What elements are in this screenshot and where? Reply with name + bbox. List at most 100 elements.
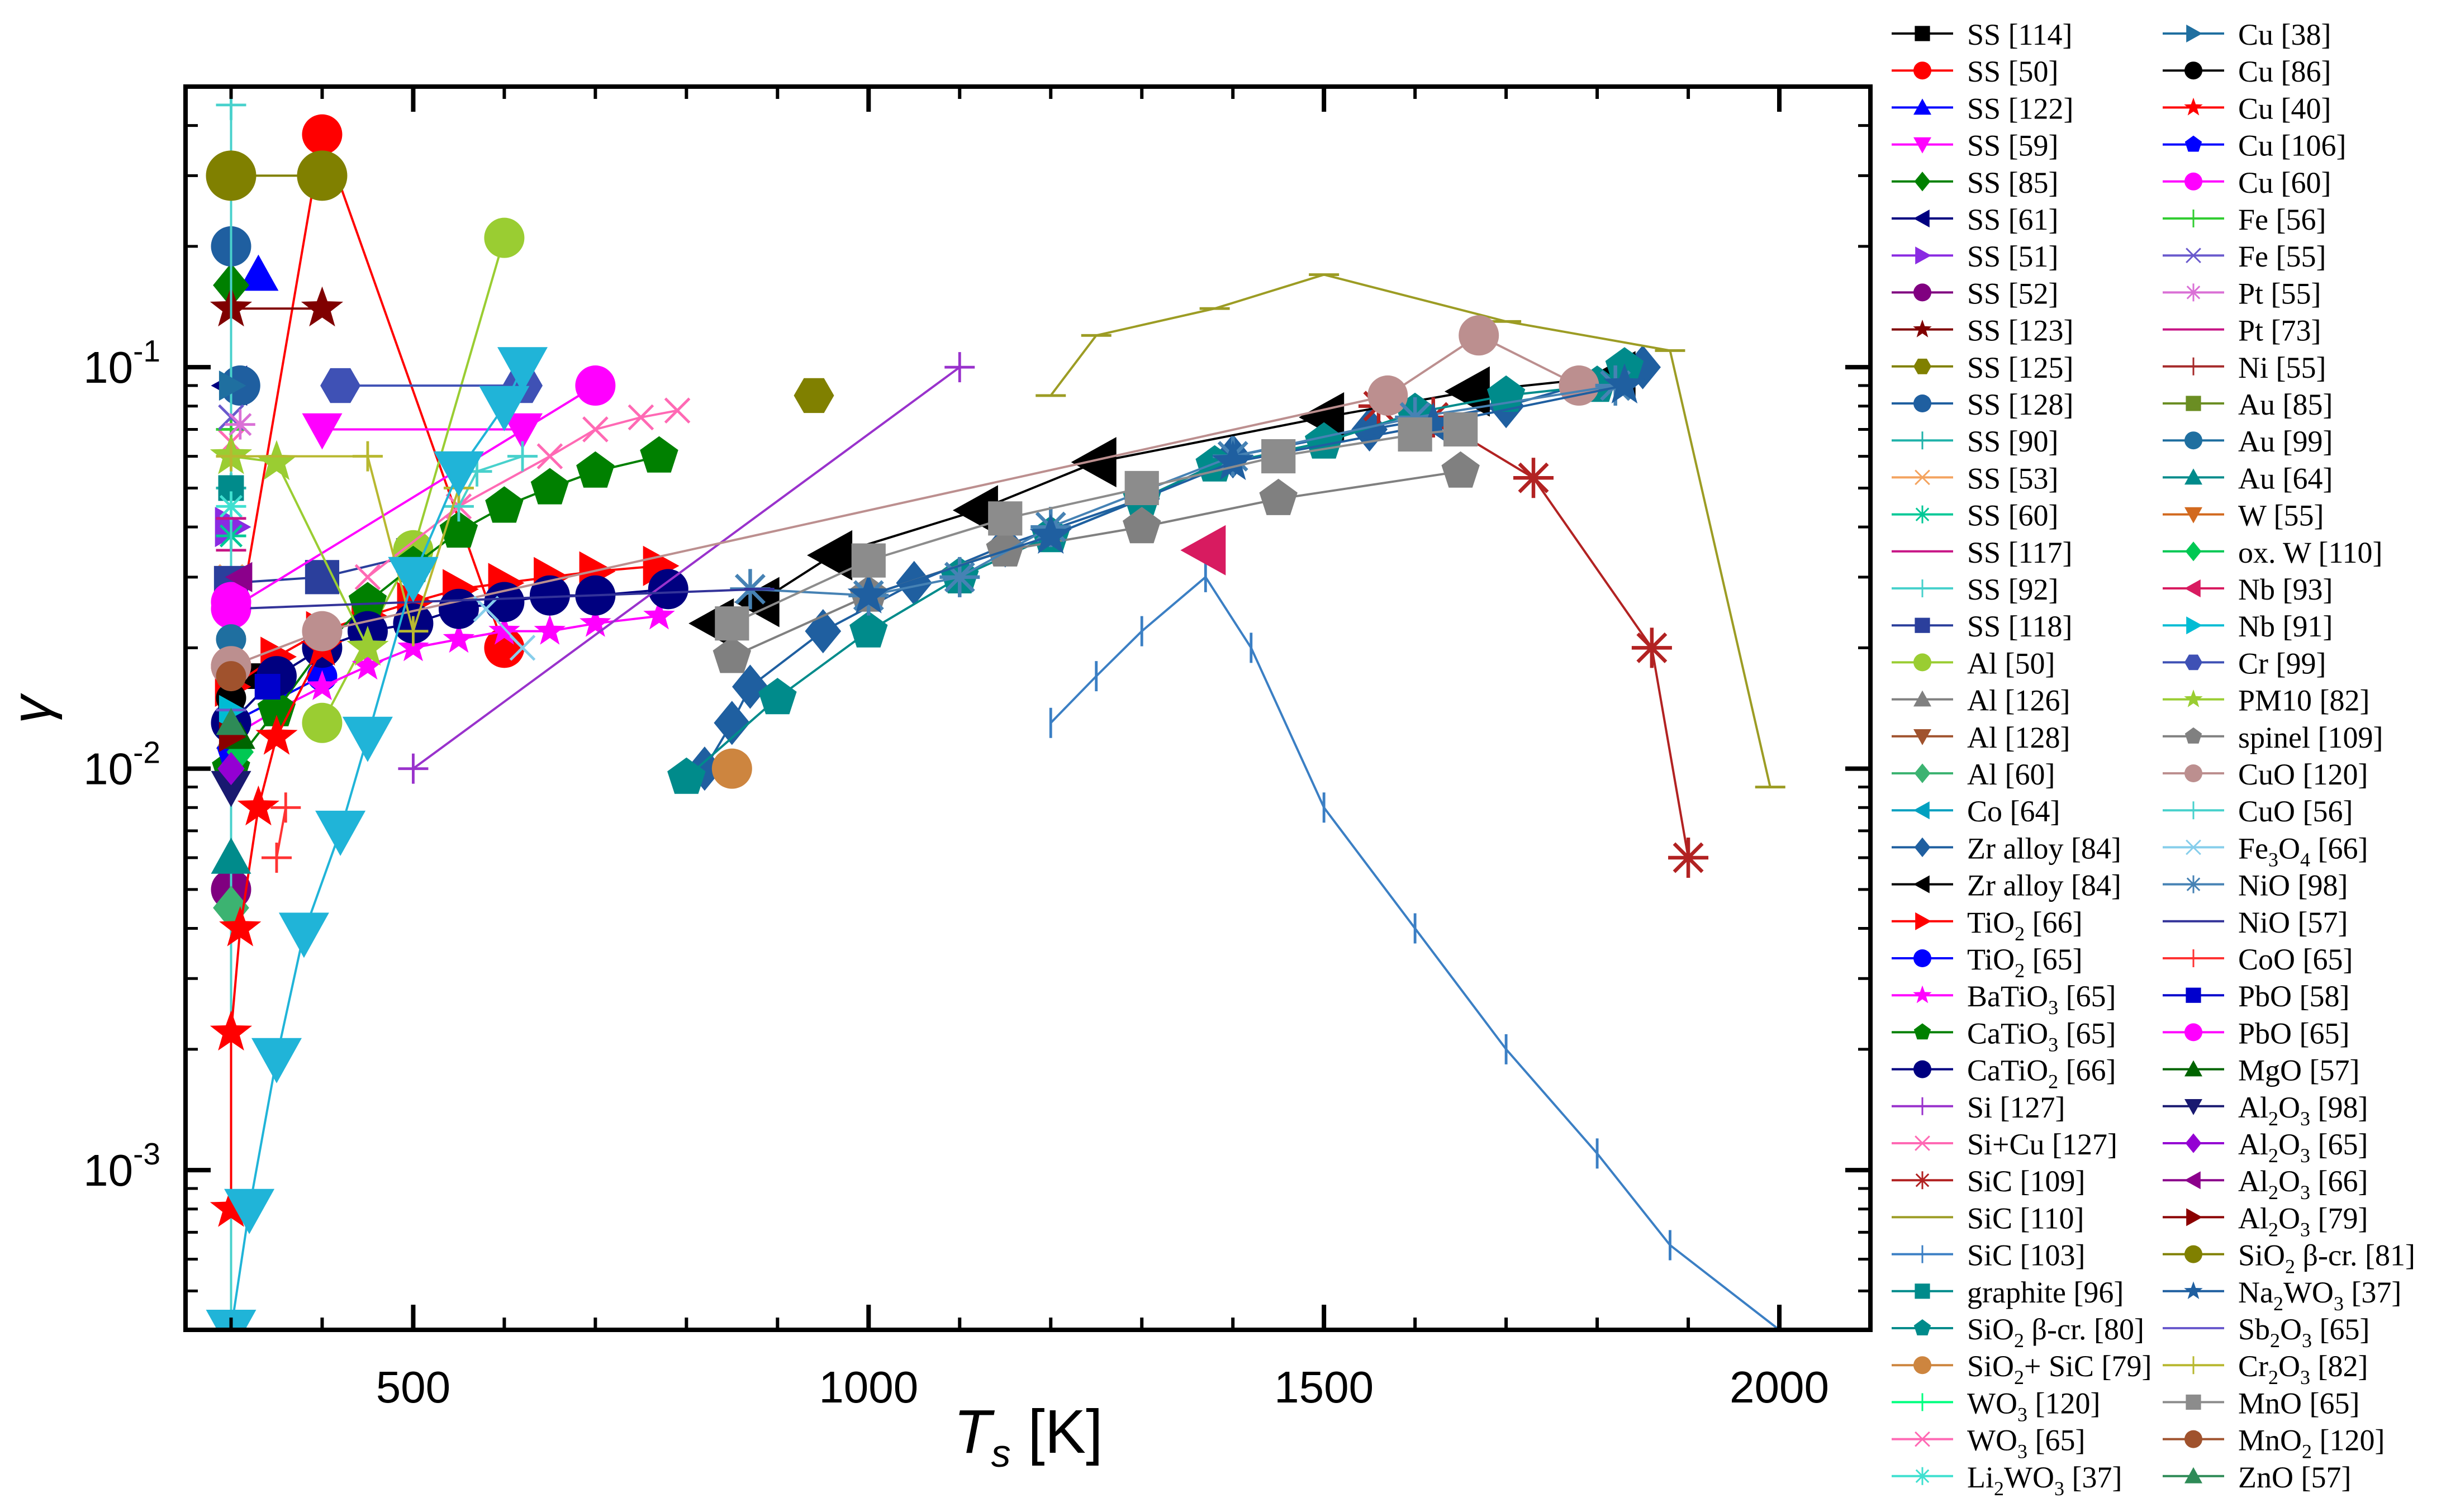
legend-marker	[1915, 1283, 1930, 1299]
legend-item: Al [126]	[1892, 684, 2070, 717]
legend-label: SS [59]	[1967, 129, 2059, 163]
legend-item: Al2O3 [79]	[2163, 1201, 2368, 1240]
legend-marker	[1913, 801, 1930, 820]
legend-label: PbO [65]	[2238, 1016, 2350, 1050]
legend-marker	[2184, 801, 2202, 820]
data-point	[1603, 363, 1646, 404]
legend-label: SiC [103]	[1967, 1239, 2086, 1272]
legend-marker	[2185, 541, 2202, 562]
legend-marker	[2184, 949, 2202, 967]
legend-label: WO3 [120]	[1967, 1386, 2100, 1425]
series-nb-93	[1180, 525, 1226, 576]
data-point	[1180, 525, 1226, 576]
legend-marker	[1913, 1356, 1931, 1375]
series-sio2-cr-81	[206, 150, 348, 201]
legend-label: Zr alloy [84]	[1967, 831, 2121, 865]
data-point	[1486, 375, 1526, 412]
legend-marker	[2186, 25, 2202, 42]
legend-label: SS [118]	[1967, 610, 2073, 643]
legend-marker	[1913, 875, 1930, 893]
data-point	[1123, 507, 1161, 544]
legend-marker	[1913, 579, 1931, 597]
legend-item: Pt [55]	[2163, 277, 2321, 310]
legend-item: CaTiO3 [65]	[1892, 1016, 2116, 1055]
legend-label: Fe3O4 [66]	[2238, 831, 2368, 871]
data-point	[1559, 365, 1599, 406]
legend-item: Al [128]	[1892, 721, 2070, 754]
legend-label: SS [128]	[1967, 388, 2074, 421]
legend-marker	[2184, 1281, 2203, 1299]
legend-marker	[1915, 26, 1930, 41]
legend-item: SS [123]	[1892, 314, 2074, 348]
series-na2wo3-37	[847, 363, 1646, 614]
legend-marker	[1913, 949, 1931, 967]
legend-marker	[1913, 61, 1931, 80]
legend-label: SS [50]	[1967, 55, 2059, 88]
data-point	[206, 150, 257, 201]
legend-item: CoO [65]	[2163, 943, 2353, 976]
data-point	[438, 588, 479, 629]
legend-marker	[2184, 210, 2202, 227]
x-tick-label: 1000	[819, 1362, 918, 1412]
y-tick-label: 10-1	[83, 334, 160, 392]
legend-item: MnO2 [120]	[2163, 1424, 2385, 1463]
legend-item: Cu [86]	[2163, 55, 2331, 88]
series-mno-65	[715, 412, 1478, 641]
series-zno-57	[216, 707, 246, 735]
legend-item: Si+Cu [127]	[1892, 1128, 2117, 1161]
legend-item: Si [127]	[1892, 1091, 2065, 1124]
legend-marker	[2184, 507, 2202, 524]
data-point	[352, 441, 383, 472]
legend-marker	[2184, 654, 2202, 671]
legend-label: SS [122]	[1967, 92, 2074, 125]
data-point	[352, 649, 384, 680]
data-point	[507, 441, 538, 472]
data-point	[1029, 513, 1072, 554]
data-point	[342, 716, 393, 762]
data-point	[576, 451, 615, 488]
data-point	[643, 599, 675, 630]
legend-marker	[1913, 505, 1931, 524]
legend-marker	[1913, 653, 1931, 672]
legend-label: Na2WO3 [37]	[2238, 1276, 2401, 1315]
series-cu-38	[219, 370, 246, 401]
data-point	[302, 413, 343, 450]
legend-item: Nb [93]	[2163, 573, 2333, 606]
legend-label: TiO2 [66]	[1967, 906, 2083, 945]
data-point	[238, 254, 279, 291]
legend-item: PM10 [82]	[2163, 684, 2370, 717]
y-axis-label: γ	[0, 693, 63, 724]
legend-item: SS [114]	[1892, 18, 2073, 51]
x-tick-label: 1500	[1274, 1362, 1374, 1412]
legend-marker	[2186, 396, 2201, 411]
legend-marker	[2185, 1133, 2202, 1153]
legend-item: SS [51]	[1892, 240, 2059, 273]
legend-label: SS [114]	[1967, 18, 2073, 51]
legend-label: Li2WO3 [37]	[1967, 1461, 2122, 1500]
legend-item: SS [85]	[1892, 166, 2059, 199]
legend-item: Li2WO3 [37]	[1892, 1461, 2122, 1500]
legend-marker	[2184, 468, 2202, 485]
data-point	[278, 912, 329, 958]
series-pt-55	[225, 409, 255, 440]
legend: SS [114] SS [50] SS [122] SS [59]SS [85] SS …	[1892, 18, 2415, 1500]
data-point	[580, 607, 611, 637]
legend-label: SS [85]	[1967, 166, 2059, 199]
data-point	[225, 409, 255, 440]
data-point	[354, 564, 381, 591]
legend-label: Au [99]	[2238, 425, 2333, 458]
legend-label: Al [126]	[1967, 684, 2070, 717]
series-line	[230, 367, 524, 1330]
legend-marker	[2184, 1245, 2202, 1263]
legend-item: ZnO [57]	[2163, 1461, 2351, 1494]
legend-item: graphite [96]	[1892, 1276, 2124, 1309]
legend-item: CuO [120]	[2163, 758, 2368, 791]
legend-item: SS [117]	[1892, 536, 2073, 569]
legend-marker	[2186, 616, 2202, 635]
x-axis-label: Ts [K]	[953, 1397, 1103, 1475]
data-point	[219, 906, 262, 947]
legend-marker	[1913, 1097, 1931, 1115]
legend-label: SS [117]	[1967, 536, 2073, 569]
legend-item: MgO [57]	[2163, 1054, 2359, 1087]
